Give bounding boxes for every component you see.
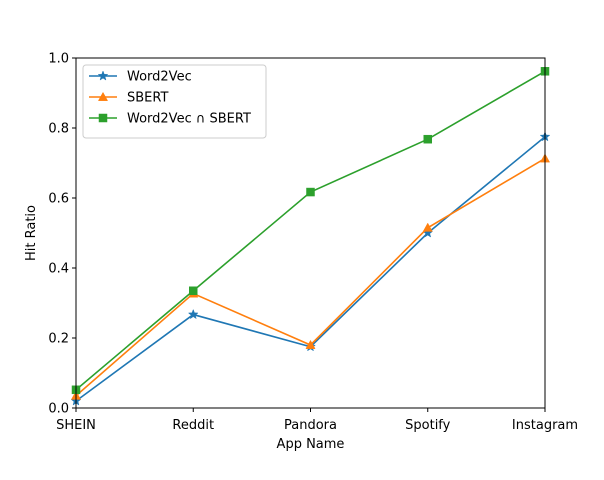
x-tick-label: Instagram [512,418,578,433]
data-point [306,187,315,197]
y-tick-label: 0.6 [48,192,69,207]
legend-entry: Word2Vec [89,70,192,85]
legend: Word2Vec SBERT Word2Vec ∩ SBERT [82,64,267,139]
data-point [423,134,432,144]
x-tick-label: SHEIN [56,418,96,433]
x-tick-label: Spotify [405,418,451,433]
legend-label: Word2Vec [127,70,192,85]
legend-marker [97,70,109,81]
y-axis-label: Hit Ratio [24,205,39,261]
legend-marker [98,113,108,123]
legend-marker [97,91,109,101]
data-point [422,222,433,232]
legend-box [82,64,267,139]
y-axis: 0.0 0.2 0.4 0.6 0.8 1.0 [48,52,76,417]
legend-entry: Word2Vec ∩ SBERT [89,112,251,127]
y-tick-label: 0.8 [48,122,69,137]
x-axis: SHEIN Reddit Pandora Spotify Instagram [56,408,578,433]
data-point [189,286,198,295]
data-point [187,308,199,320]
legend-label: Word2Vec ∩ SBERT [127,112,251,127]
series-layer [70,67,551,406]
data-point [305,339,316,349]
legend-entry: SBERT [89,91,168,106]
series-0 [70,131,551,406]
x-tick-label: Reddit [172,418,214,433]
series-line [75,136,546,402]
y-tick-label: 1.0 [48,52,69,67]
x-axis-label: App Name [277,437,345,452]
y-tick-label: 0.0 [48,402,69,417]
x-tick-label: Pandora [284,418,337,433]
y-tick-label: 0.2 [48,332,69,347]
legend-label: SBERT [127,91,168,106]
y-tick-label: 0.4 [48,262,69,277]
